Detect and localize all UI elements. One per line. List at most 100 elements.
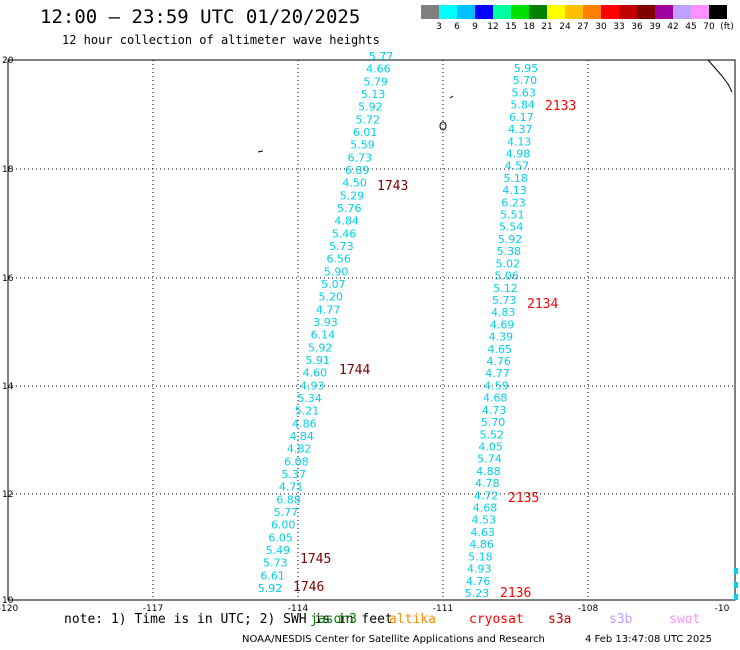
wave-height-value: 4.76 — [466, 575, 491, 588]
wave-height-value: 5.70 — [481, 416, 506, 429]
wave-height-value: 5.77 — [274, 506, 299, 519]
legend-label: 18 — [523, 22, 535, 32]
wave-height-value: 6.14 — [311, 329, 336, 342]
wave-height-value: 6.73 — [348, 151, 373, 164]
wave-height-value: 4.73 — [482, 404, 507, 417]
satellite-cryosat: cryosat — [469, 612, 524, 627]
wave-height-value: 5.21 — [295, 405, 320, 418]
pass-label: 2134 — [527, 297, 558, 312]
wave-height-value: 4.65 — [488, 343, 513, 356]
legend-label: 9 — [472, 22, 478, 32]
wave-height-value: 5.12 — [493, 282, 518, 295]
wave-height-value: 4.83 — [491, 306, 516, 319]
wave-height-value: 4.84 — [289, 430, 314, 443]
wave-height-value: 4.98 — [506, 148, 531, 161]
wave-height-value: 5.73 — [263, 557, 288, 570]
legend-swatch — [439, 5, 457, 19]
footer-credit: NOAA/NESDIS Center for Satellite Applica… — [242, 634, 545, 645]
wave-height-value: 4.39 — [489, 331, 514, 344]
pass-label: 1745 — [300, 552, 331, 567]
wave-height-value: 5.23 — [465, 587, 490, 600]
wave-height-value: 5.79 — [363, 75, 388, 88]
wave-height-value: 4.57 — [505, 160, 530, 173]
legend-label: (ft) — [720, 22, 734, 32]
legend-label: 12 — [487, 22, 499, 32]
wave-height-value: 6.61 — [260, 569, 285, 582]
wave-height-value: 5.95 — [514, 62, 539, 75]
edge-value-mark — [734, 582, 738, 588]
wave-height-value: 5.49 — [266, 544, 291, 557]
wave-height-value: 5.74 — [477, 453, 502, 466]
wave-height-value: 5.20 — [319, 291, 344, 304]
legend-label: 15 — [505, 22, 517, 32]
legend-swatch — [619, 5, 637, 19]
legend-swatch — [547, 5, 565, 19]
wave-height-value: 6.88 — [276, 493, 301, 506]
wave-height-value: 4.86 — [292, 417, 317, 430]
generated-timestamp: 4 Feb 13:47:08 UTC 2025 — [585, 634, 712, 645]
edge-marks — [734, 568, 738, 600]
legend-swatch — [421, 5, 439, 19]
wave-track-b: 5.955.705.635.846.174.374.134.984.575.18… — [465, 62, 539, 600]
legend-swatch — [529, 5, 547, 19]
pass-label: 2135 — [508, 491, 539, 506]
lon-label: -10 — [715, 604, 730, 614]
wave-height-value: 4.68 — [483, 392, 508, 405]
wave-height-value: 5.54 — [499, 221, 524, 234]
legend-swatch — [601, 5, 619, 19]
legend-swatch — [655, 5, 673, 19]
wave-height-value: 4.93 — [300, 379, 325, 392]
wave-height-value: 5.13 — [361, 88, 386, 101]
legend-label: 33 — [613, 22, 625, 32]
wave-height-value: 5.46 — [332, 227, 357, 240]
wave-height-value: 4.69 — [490, 318, 515, 331]
note-text: note: 1) Time is in UTC; 2) SWH is in fe… — [64, 612, 393, 627]
wave-height-value: 6.05 — [268, 531, 293, 544]
legend-label: 24 — [559, 22, 571, 32]
wave-height-value: 4.84 — [334, 215, 359, 228]
legend-label: 39 — [649, 22, 661, 32]
satellite-jason3: jason3 — [310, 612, 357, 627]
wave-height-value: 5.90 — [324, 265, 349, 278]
pass-label: 1744 — [339, 363, 370, 378]
lat-label: 10 — [2, 596, 14, 606]
lat-label: 20 — [2, 56, 14, 66]
wave-height-value: 4.78 — [475, 477, 500, 490]
map-title: 12:00 – 23:59 UTC 01/20/2025 — [40, 6, 361, 28]
legend-label: 6 — [454, 22, 460, 32]
island-alijos — [449, 95, 454, 99]
legend-label: 27 — [577, 22, 589, 32]
wave-height-value: 6.17 — [509, 111, 534, 124]
wave-height-value: 6.89 — [345, 164, 370, 177]
wave-height-value: 5.07 — [321, 278, 346, 291]
wave-height-value: 5.73 — [329, 240, 354, 253]
wave-height-value: 3.93 — [313, 316, 338, 329]
coastline — [257, 59, 733, 153]
wave-height-value: 4.13 — [502, 184, 527, 197]
wave-height-value: 5.76 — [337, 202, 362, 215]
pass-label: 1746 — [293, 580, 324, 595]
island-clarion — [257, 150, 264, 153]
wave-height-value: 4.53 — [472, 514, 497, 527]
wave-height-value: 4.50 — [342, 177, 367, 190]
legend-swatch — [475, 5, 493, 19]
legend-label: 42 — [667, 22, 679, 32]
wave-height-value: 5.38 — [497, 245, 522, 258]
legend-label: 3 — [436, 22, 442, 32]
lat-label: 18 — [2, 165, 14, 175]
lat-label: 16 — [2, 274, 14, 284]
satellite-swot: swot — [669, 612, 701, 627]
wave-height-value: 4.37 — [508, 123, 533, 136]
lon-label: -114 — [288, 604, 309, 614]
wave-height-value: 5.92 — [308, 341, 333, 354]
wave-height-value: 5.29 — [340, 189, 365, 202]
pass-label: 2136 — [500, 586, 531, 601]
lon-label: -120 — [0, 604, 18, 614]
wave-height-value: 5.37 — [282, 468, 307, 481]
map-subtitle: 12 hour collection of altimeter wave hei… — [62, 33, 380, 47]
legend-swatch — [709, 5, 727, 19]
wave-height-value: 4.71 — [279, 481, 304, 494]
wave-height-value: 4.93 — [467, 563, 492, 576]
wave-height-value: 4.77 — [316, 303, 341, 316]
legend-label: 70 — [703, 22, 715, 32]
